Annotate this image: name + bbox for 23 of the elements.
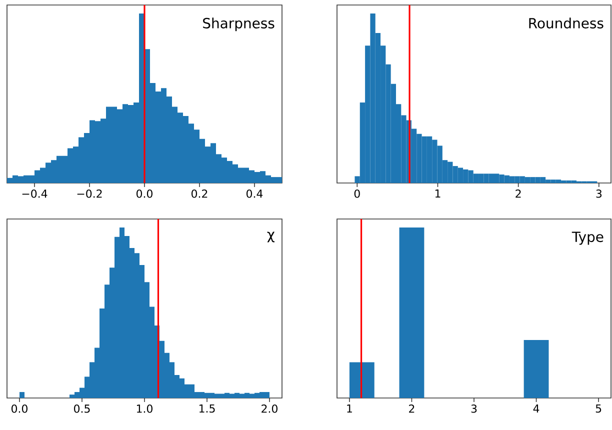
x-tick-label: 1 — [435, 190, 440, 198]
x-tick-label: 1.0 — [136, 404, 152, 413]
x-tick-label: −0.4 — [22, 190, 48, 198]
x-tick-label: 3 — [471, 404, 477, 413]
x-tick-label: 0.0 — [136, 190, 152, 198]
x-tick-label: 0.4 — [246, 190, 263, 198]
x-tick-label: 4 — [533, 404, 540, 413]
x-tick-label: 0.2 — [192, 190, 208, 198]
x-tick-label: 2 — [516, 190, 521, 198]
x-tick-label: 2 — [409, 404, 414, 413]
chart-title: Type — [572, 232, 604, 245]
x-tick-label: −0.2 — [77, 190, 102, 198]
x-tick-label: 0 — [354, 190, 360, 198]
x-tick-label: 1 — [347, 404, 352, 413]
x-tick-label: 5 — [596, 404, 602, 413]
x-tick-label: 1.5 — [199, 404, 215, 413]
chart-title: Sharpness — [203, 18, 274, 32]
chart-title: χ — [267, 232, 275, 242]
chart-title: Roundness — [529, 18, 604, 28]
x-tick-label: 0.0 — [12, 404, 28, 413]
x-tick-label: 0.5 — [74, 404, 90, 413]
x-tick-label: 2.0 — [262, 404, 278, 413]
x-tick-label: 3 — [596, 190, 602, 198]
